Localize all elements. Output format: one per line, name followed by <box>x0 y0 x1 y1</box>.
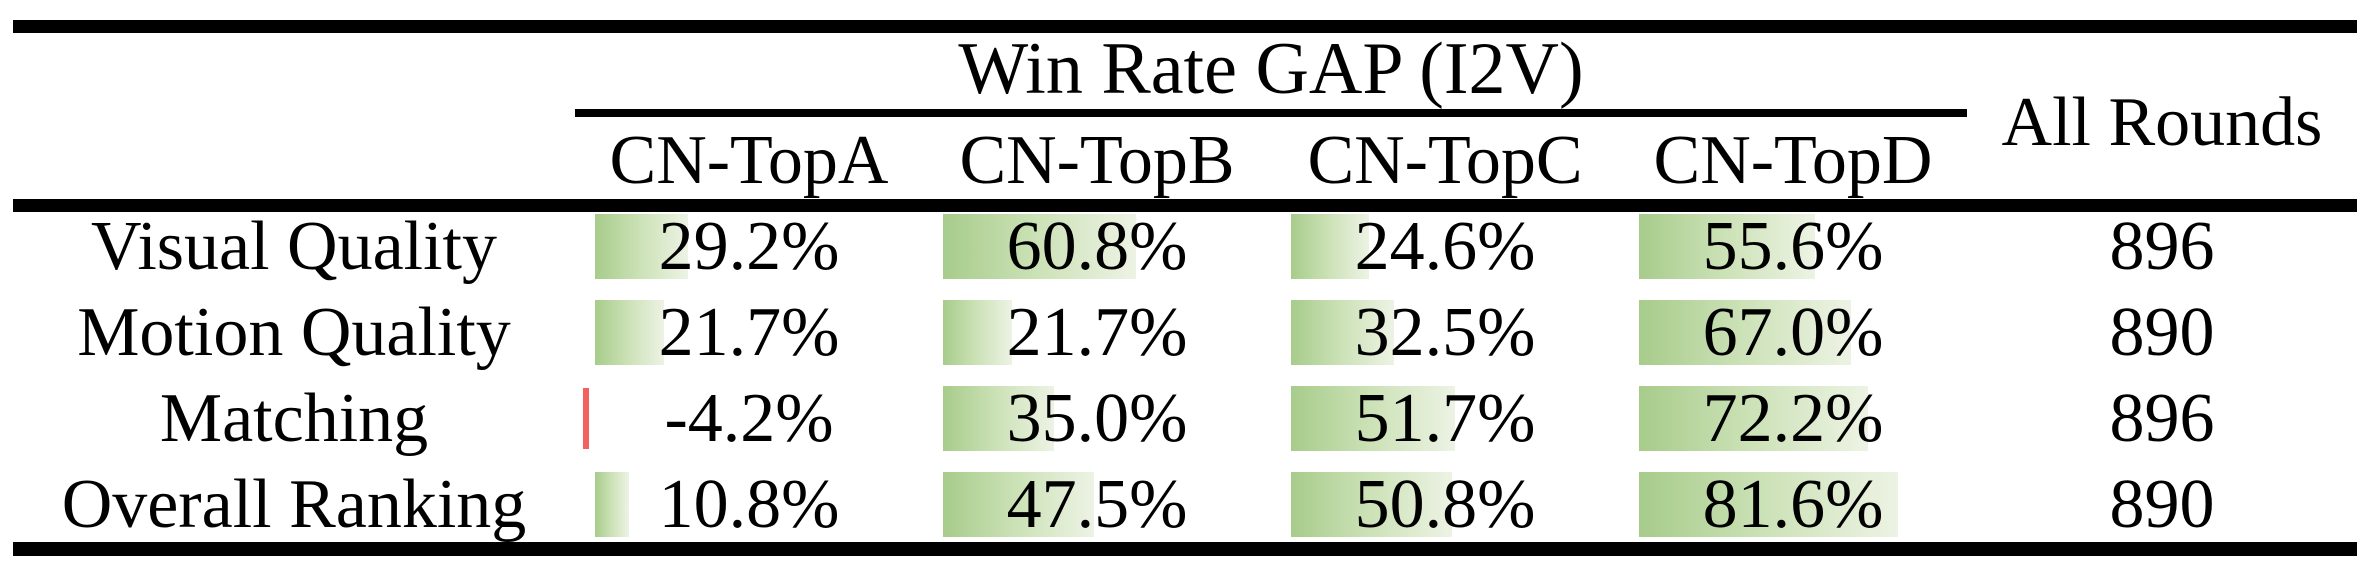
cell-value: -4.2% <box>664 380 834 457</box>
data-cell: 35.0% <box>923 384 1271 456</box>
data-bar <box>1639 472 1898 537</box>
data-cell: 29.2% <box>575 212 923 284</box>
all-rounds-value: 890 <box>2109 294 2215 371</box>
row-label: Visual Quality <box>90 208 498 285</box>
data-cell: 55.6% <box>1619 212 1967 284</box>
data-bar <box>1639 386 1868 451</box>
cell-value: 81.6% <box>1702 466 1884 543</box>
data-bar <box>1291 300 1394 365</box>
cell-value: 21.7% <box>1006 294 1188 371</box>
data-cell: 32.5% <box>1271 298 1619 370</box>
data-cell: 72.2% <box>1619 384 1967 456</box>
cell-value: 29.2% <box>658 208 840 285</box>
group-header-title: Win Rate GAP (I2V) <box>958 28 1584 110</box>
data-bar <box>1291 386 1455 451</box>
data-bar <box>943 386 1054 451</box>
all-rounds-value: 896 <box>2109 208 2215 285</box>
data-bar <box>1291 472 1452 537</box>
all-rounds-value: 896 <box>2109 380 2215 457</box>
data-bar <box>943 300 1012 365</box>
cell-value: 21.7% <box>658 294 840 371</box>
data-cell: 67.0% <box>1619 298 1967 370</box>
data-cell: -4.2% <box>575 384 923 456</box>
data-cell: 47.5% <box>923 470 1271 542</box>
top-rule <box>13 20 2357 33</box>
data-cell: 50.8% <box>1271 470 1619 542</box>
column-header-cn-topd: CN-TopD <box>1653 122 1933 199</box>
row-label: Motion Quality <box>77 294 511 371</box>
column-header-all-rounds: All Rounds <box>2001 84 2323 161</box>
cell-value: 60.8% <box>1006 208 1188 285</box>
cell-value: 32.5% <box>1354 294 1536 371</box>
cell-value: 10.8% <box>658 466 840 543</box>
cell-value: 50.8% <box>1354 466 1536 543</box>
data-cell: 24.6% <box>1271 212 1619 284</box>
data-bar <box>595 300 664 365</box>
cell-value: 55.6% <box>1702 208 1884 285</box>
data-cell: 21.7% <box>923 298 1271 370</box>
cell-value: 47.5% <box>1006 466 1188 543</box>
cell-value: 51.7% <box>1354 380 1536 457</box>
data-cell: 21.7% <box>575 298 923 370</box>
row-label: Overall Ranking <box>61 466 527 543</box>
data-bar <box>1639 300 1851 365</box>
cell-value: 24.6% <box>1354 208 1536 285</box>
data-cell: 51.7% <box>1271 384 1619 456</box>
data-cell: 10.8% <box>575 470 923 542</box>
row-label: Matching <box>159 380 429 457</box>
data-cell: 81.6% <box>1619 470 1967 542</box>
data-cell: 60.8% <box>923 212 1271 284</box>
group-header-underline-rule <box>575 109 1967 117</box>
cell-value: 35.0% <box>1006 380 1188 457</box>
data-bar <box>943 214 1136 279</box>
column-header-cn-topa: CN-TopA <box>609 122 889 199</box>
data-bar <box>595 214 688 279</box>
data-bar <box>1291 214 1369 279</box>
header-separator-rule <box>13 199 2357 212</box>
data-bar <box>943 472 1094 537</box>
data-bar <box>595 472 629 537</box>
bottom-rule <box>13 542 2357 556</box>
negative-data-bar <box>583 388 589 449</box>
cell-value: 72.2% <box>1702 380 1884 457</box>
column-header-cn-topb: CN-TopB <box>959 122 1235 199</box>
all-rounds-value: 890 <box>2109 466 2215 543</box>
cell-value: 67.0% <box>1702 294 1884 371</box>
data-bar <box>1639 214 1815 279</box>
column-header-cn-topc: CN-TopC <box>1307 122 1583 199</box>
